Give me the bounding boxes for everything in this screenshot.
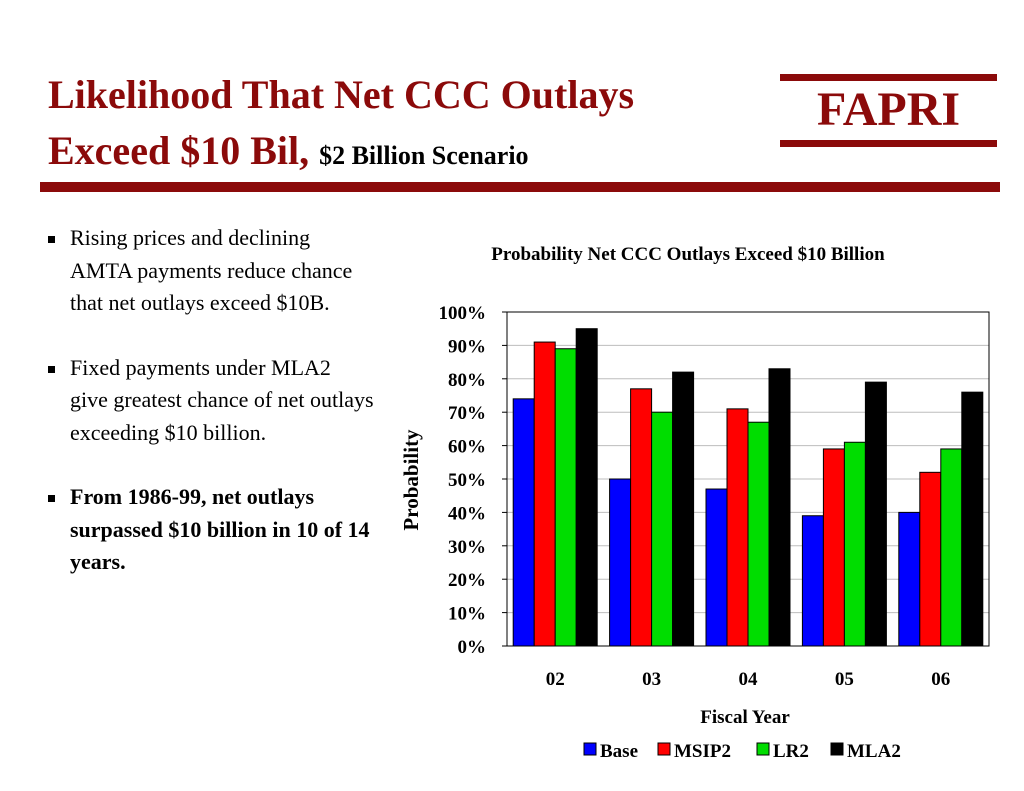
x-tick-label: 03 (642, 669, 661, 690)
bullet-square-icon (48, 365, 55, 373)
chart-title: Probability Net CCC Outlays Exceed $10 B… (491, 244, 885, 265)
y-tick-label: 60% (448, 437, 486, 458)
y-axis-label: Probability (399, 429, 423, 531)
slide-title-continued: Exceed $10 Bil, (48, 128, 310, 173)
bar (672, 371, 695, 647)
x-tick-label: 06 (931, 669, 950, 690)
legend-swatch (756, 742, 770, 756)
bar (919, 471, 942, 647)
bullet-square-icon (48, 236, 55, 243)
bullet-item: Fixed payments under MLA2 give greatest … (44, 352, 374, 450)
plot-frame (506, 311, 990, 647)
bar (961, 391, 984, 647)
y-tick-label: 40% (448, 503, 486, 524)
bar (801, 515, 824, 647)
x-tick-label: 05 (835, 669, 854, 690)
title-divider (40, 182, 1000, 192)
legend-label: LR2 (773, 741, 809, 762)
y-tick-label: 50% (448, 470, 486, 491)
bar (747, 421, 770, 647)
x-axis-label: Fiscal Year (700, 707, 790, 728)
bar (822, 448, 845, 647)
bar (898, 511, 921, 647)
fapri-logo: FAPRI (816, 83, 961, 136)
bullet-square-icon (48, 495, 55, 502)
legend-swatch (830, 742, 844, 756)
y-tick-label: 70% (448, 403, 486, 424)
bar (864, 381, 887, 647)
bullet-item: From 1986-99, net outlays surpassed $10 … (44, 481, 374, 579)
bar (533, 341, 556, 647)
bar (705, 488, 728, 647)
legend-swatch (657, 742, 671, 756)
bar (843, 441, 866, 647)
bar (940, 448, 963, 647)
bar (651, 411, 674, 647)
legend-label: MLA2 (847, 741, 901, 762)
y-tick-label: 100% (439, 303, 487, 324)
y-tick-label: 90% (448, 336, 486, 357)
bar (726, 408, 749, 647)
bar (630, 388, 653, 647)
x-tick-label: 04 (739, 669, 759, 690)
logo-bar-bottom (780, 140, 997, 147)
legend-label: MSIP2 (674, 741, 731, 762)
slide-subtitle: $2 Billion Scenario (319, 141, 529, 170)
bullet-text: From 1986-99, net outlays surpassed $10 … (70, 484, 370, 574)
y-tick-label: 80% (448, 370, 486, 391)
y-tick-label: 20% (448, 570, 486, 591)
bar (575, 328, 598, 647)
logo-bar-top (780, 74, 997, 81)
slide-title-line2: Exceed $10 Bil, $2 Billion Scenario (48, 128, 529, 179)
legend-swatch (583, 742, 597, 756)
bullet-list: Rising prices and declining AMTA payment… (44, 222, 374, 611)
y-tick-label: 10% (448, 604, 486, 625)
bar (609, 478, 632, 647)
bar (512, 398, 535, 647)
bar (554, 348, 577, 647)
legend-label: Base (600, 741, 638, 762)
y-tick-label: 0% (458, 637, 487, 658)
y-tick-label: 30% (448, 537, 486, 558)
bullet-item: Rising prices and declining AMTA payment… (44, 222, 374, 320)
bar (768, 368, 791, 647)
bullet-text: Rising prices and declining AMTA payment… (70, 225, 353, 315)
x-tick-label: 02 (546, 669, 565, 690)
slide-title: Likelihood That Net CCC Outlays (48, 72, 635, 117)
bullet-text: Fixed payments under MLA2 give greatest … (70, 354, 374, 445)
